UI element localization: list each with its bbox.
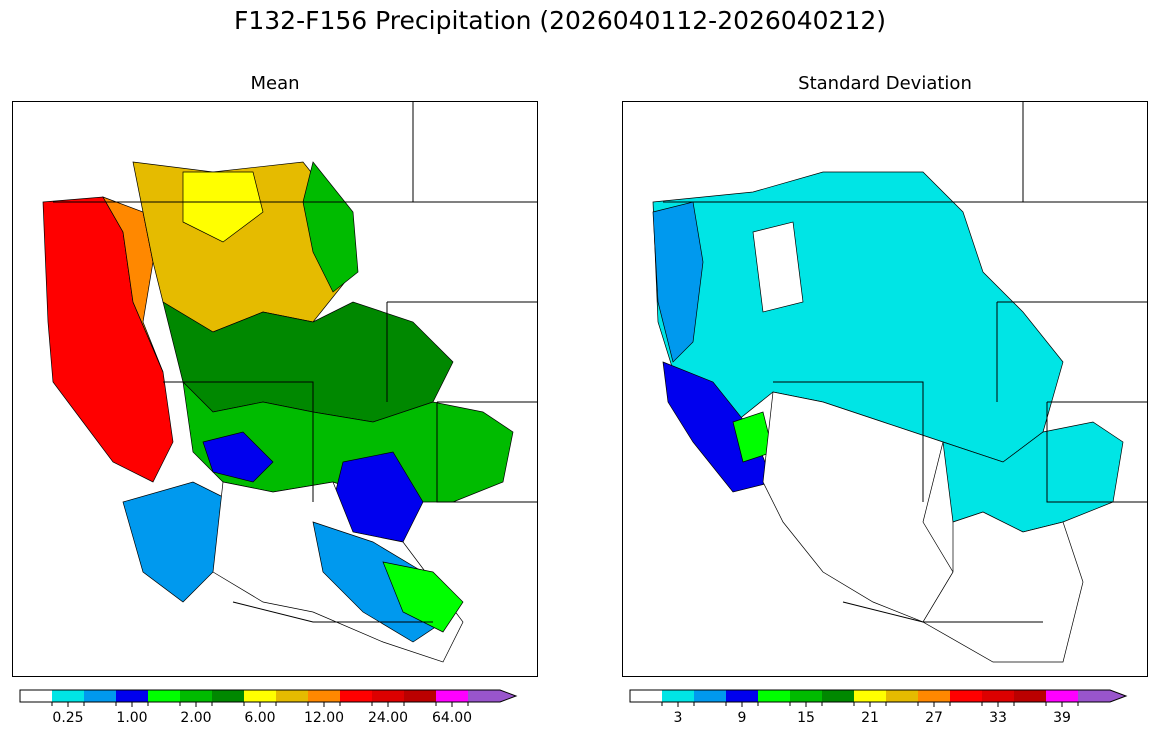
mean-colorbar-swatch [276, 690, 308, 702]
mean-colorbar-swatch [436, 690, 468, 702]
stddev-map [622, 101, 1148, 677]
stddev-colorbar-swatch [790, 690, 822, 702]
stddev-colorbar-tick-label: 3 [674, 710, 683, 726]
stddev-colorbar-tick-label: 21 [861, 710, 879, 726]
stddev-colorbar-swatch [918, 690, 950, 702]
stddev-colorbar-swatch [726, 690, 758, 702]
mean-colorbar-swatch [84, 690, 116, 702]
stddev-colorbar-swatch [1046, 690, 1078, 702]
mean-region-blue-1 [202, 431, 274, 483]
stddev-colorbar-swatch [822, 690, 854, 702]
mean-colorbar-swatch [404, 690, 436, 702]
mean-colorbar-swatch [468, 690, 516, 702]
mean-colorbar-swatch [148, 690, 180, 702]
stddev-colorbar-swatch [886, 690, 918, 702]
stddev-colorbar-tick-label: 9 [738, 710, 747, 726]
mean-region-sw-green [382, 561, 464, 633]
figure-title: F132-F156 Precipitation (2026040112-2026… [233, 6, 886, 35]
stddev-colorbar-swatch [694, 690, 726, 702]
stddev-colorbar-swatch [982, 690, 1014, 702]
mean-colorbar-tick-label: 1.00 [116, 710, 147, 726]
stddev-colorbar-tick-label: 33 [989, 710, 1007, 726]
stddev-colorbar-swatch [630, 690, 662, 702]
mean-colorbar-swatch [308, 690, 340, 702]
mean-colorbar-swatch [212, 690, 244, 702]
stddev-colorbar-swatch [854, 690, 886, 702]
mean-colorbar-swatch [20, 690, 52, 702]
stddev-colorbar-tick-label: 15 [797, 710, 815, 726]
mean-colorbar-tick-label: 6.00 [244, 710, 275, 726]
mean-colorbar-swatch [116, 690, 148, 702]
stddev-colorbar-swatch [1078, 690, 1126, 702]
mean-colorbar-swatch [52, 690, 84, 702]
mean-region-north-yellow [182, 171, 264, 243]
mean-map [12, 101, 538, 677]
mean-colorbar-outline [19, 689, 518, 703]
stddev-colorbar-swatch [950, 690, 982, 702]
mean-colorbar-swatch [340, 690, 372, 702]
mean-colorbar-tick-label: 0.25 [52, 710, 83, 726]
stddev-colorbar: 3 9 15 21 27 33 39 [622, 688, 1148, 736]
stddev-colorbar-swatch [1014, 690, 1046, 702]
mean-panel-title: Mean [250, 73, 300, 94]
stddev-colorbar-swatch [662, 690, 694, 702]
mean-colorbar-swatch [372, 690, 404, 702]
mean-colorbar: 0.25 1.00 2.00 6.00 12.00 24.00 64.00 [12, 688, 538, 736]
stddev-region-white-1 [752, 221, 804, 313]
mean-colorbar-tick-label: 12.00 [304, 710, 344, 726]
stddev-panel-title: Standard Deviation [798, 73, 972, 94]
stddev-colorbar-outline [629, 689, 1128, 703]
mean-colorbar-swatch [244, 690, 276, 702]
mean-colorbar-tick-label: 24.00 [368, 710, 408, 726]
mean-colorbar-tick-label: 2.00 [180, 710, 211, 726]
stddev-colorbar-tick-label: 27 [925, 710, 943, 726]
stddev-colorbar-tick-label: 39 [1053, 710, 1071, 726]
mean-colorbar-tick-label: 64.00 [432, 710, 472, 726]
stddev-region-south-white [922, 511, 1084, 663]
stddev-colorbar-swatch [758, 690, 790, 702]
mean-colorbar-swatch [180, 690, 212, 702]
